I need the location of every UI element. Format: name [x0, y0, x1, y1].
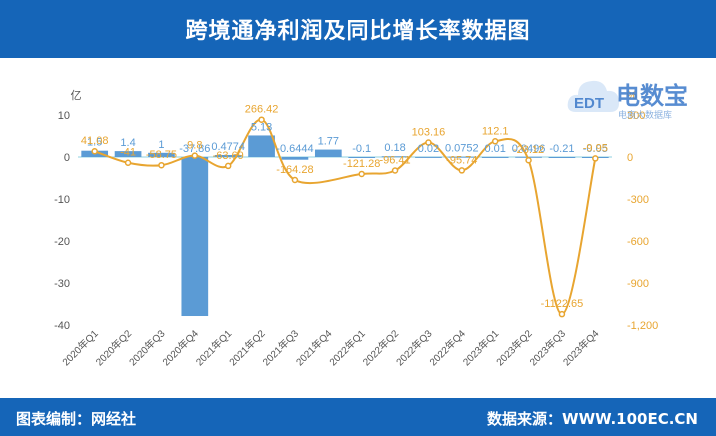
line-value-label: -164.28	[276, 164, 313, 176]
bar-value-label: 1.5	[87, 137, 102, 149]
bar	[481, 156, 509, 158]
header-banner: 跨境通净利润及同比增长率数据图	[0, 0, 716, 58]
bar	[214, 154, 242, 157]
bar	[415, 156, 442, 158]
left-tick-label: -10	[54, 194, 70, 206]
line-point	[391, 167, 399, 174]
bar-value-label: -0.05	[583, 143, 608, 155]
line-value-label: -23.12	[513, 144, 544, 156]
right-tick-label: -600	[627, 236, 649, 248]
line-point	[592, 155, 599, 162]
left-axis-unit: 亿	[71, 89, 82, 102]
bar-value-label: 5.13	[251, 121, 272, 133]
line-point	[191, 152, 199, 159]
left-tick-label: -30	[54, 278, 70, 290]
line-point	[458, 167, 466, 174]
logo-sub: 电商大数据库	[618, 111, 673, 121]
chart-area: 1.5 1.4 1 -37.86 0.4774 5.13 -0.6444 1.77 -0.1 0.…	[0, 58, 716, 398]
bar-value-label: 1.77	[318, 136, 339, 148]
line-value-label: 112.1	[482, 125, 509, 137]
bar	[181, 157, 209, 317]
left-tick-label: -40	[54, 320, 70, 332]
bar-value-label: 0.02	[418, 143, 439, 155]
right-tick-label: -300	[627, 194, 649, 206]
bar	[114, 151, 142, 157]
bar-value-label: 0.01	[484, 143, 505, 155]
bar-value-label: -0.6444	[276, 143, 313, 155]
footer-compiler: 图表编制：网经社	[16, 410, 137, 428]
line-value-label: -9.95	[583, 142, 608, 154]
line-value-label: 41.08	[81, 135, 109, 147]
line-value-label: -41	[120, 147, 136, 159]
right-tick-label: -900	[627, 278, 649, 290]
line-point	[258, 116, 265, 123]
bar-value-label: 0.4774	[211, 141, 245, 153]
line-point	[425, 139, 432, 146]
line-point	[91, 147, 98, 155]
footer-source: 数据来源：WWW.100EC.CN	[487, 410, 698, 428]
line-point	[525, 156, 532, 164]
line-value-label: -95.74	[446, 154, 477, 166]
cloud-logo-icon: EDT	[567, 80, 620, 112]
bar	[448, 156, 476, 158]
line-value-label: -63.69	[213, 150, 244, 162]
line-point	[158, 161, 165, 169]
line-point	[358, 170, 365, 178]
bar-value-label: 0.0496	[512, 143, 546, 155]
bar	[381, 156, 409, 158]
line-value-label: -121.28	[343, 158, 380, 170]
line-point	[124, 159, 132, 166]
line-point	[224, 162, 232, 170]
bar-value-label: 1	[158, 139, 164, 151]
left-tick-label: -20	[54, 236, 70, 248]
line-point	[291, 176, 299, 184]
right-tick-label: 300	[627, 110, 645, 122]
logo-mark: EDT	[574, 95, 604, 112]
right-axis-unit: %	[627, 90, 637, 102]
left-tick-label: 10	[58, 110, 70, 122]
line-value-label: 266.42	[245, 104, 279, 116]
line-value-label: -1122.65	[541, 298, 584, 310]
brand-logo: EDT 电数宝 电商大数据库	[566, 70, 712, 132]
line-point	[558, 310, 566, 318]
line-value-label: -58.75	[146, 149, 177, 161]
line-value-label: -96.41	[379, 154, 410, 166]
left-tick-label: 0	[64, 152, 70, 164]
line-point	[491, 138, 499, 145]
bar	[248, 135, 275, 157]
bar	[148, 152, 175, 157]
bar-value-label: 0.18	[384, 142, 405, 154]
line-value-label: 9.8	[187, 140, 202, 152]
bar	[348, 157, 376, 158]
line-series	[91, 116, 599, 318]
bar-value-label: -37.86	[179, 143, 210, 155]
bar	[548, 157, 576, 158]
right-tick-label: -1,200	[627, 320, 658, 332]
footer-bar: 图表编制：网经社 数据来源：WWW.100EC.CN	[0, 398, 716, 436]
bar	[314, 149, 342, 157]
bar	[281, 157, 309, 160]
growth-line	[94, 118, 597, 316]
chart-svg: 1.5 1.4 1 -37.86 0.4774 5.13 -0.6444 1.77 -0.1 0.…	[54, 89, 658, 369]
page-title: 跨境通净利润及同比增长率数据图	[185, 19, 531, 44]
x-tick-label: 2023年Q4	[560, 327, 602, 369]
line-value-label: 103.16	[412, 127, 446, 139]
data-labels: 1.5 1.4 1 -37.86 0.4774 5.13 -0.6444 1.77 -0.1 0.…	[81, 104, 608, 310]
bar-value-label: -0.1	[352, 143, 371, 155]
bar-value-label: 1.4	[120, 137, 135, 149]
bar-value-label: 0.0752	[445, 143, 479, 155]
logo-brand: 电数宝	[616, 82, 688, 110]
right-tick-label: 0	[627, 152, 633, 164]
bar-value-label: -0.21	[549, 143, 574, 155]
